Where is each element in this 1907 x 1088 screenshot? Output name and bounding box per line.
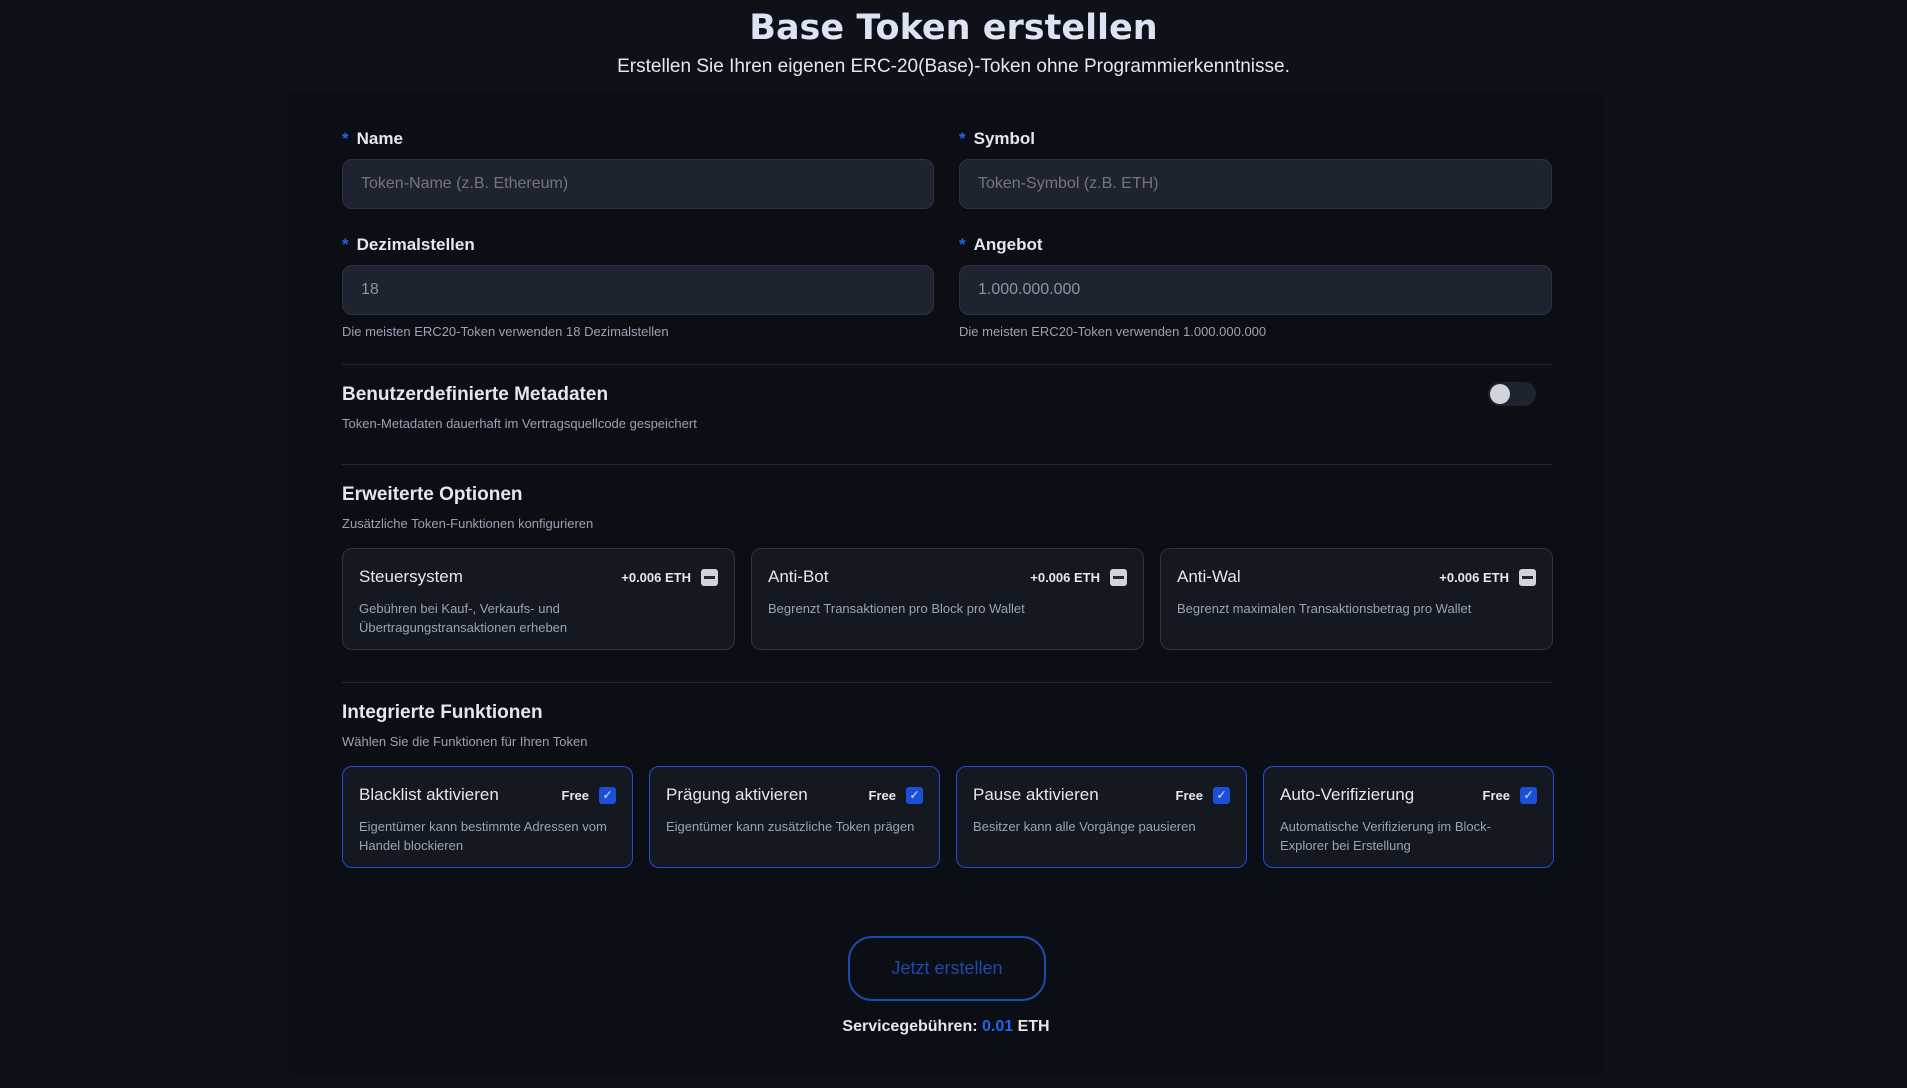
divider — [342, 464, 1552, 465]
metadata-toggle[interactable] — [1488, 382, 1536, 406]
symbol-label: * Symbol — [959, 129, 1036, 148]
option-price: Free — [1175, 787, 1203, 803]
feature-card[interactable]: Blacklist aktivieren Free ✓ Eigentümer kann… — [342, 766, 633, 868]
option-name: Steuersystem — [359, 567, 463, 586]
create-token-button[interactable]: Jetzt erstellen — [848, 936, 1046, 1001]
option-price: Free — [868, 787, 896, 803]
option-description: Automatische Verifizierung im Block-Expl… — [1280, 819, 1491, 853]
option-price: Free — [561, 787, 589, 803]
integrated-title: Integrierte Funktionen — [342, 702, 543, 723]
decimals-label: * Dezimalstellen — [342, 235, 475, 254]
checkbox-checked-icon[interactable]: ✓ — [1213, 786, 1230, 804]
token-form: *Name *Symbol *Dezimalstellen Die meiste… — [287, 91, 1605, 1076]
page-title: Base Token erstellen — [749, 8, 1158, 48]
toggle-knob — [1490, 384, 1510, 404]
symbol-input[interactable] — [959, 159, 1552, 209]
name-label: * Name — [342, 129, 403, 148]
supply-label: * Angebot — [959, 235, 1043, 254]
supply-hint: Die meisten ERC20-Token verwenden 1.000.… — [959, 324, 1267, 339]
integrated-subtitle: Wählen Sie die Funktionen für Ihren Toke… — [342, 734, 588, 749]
option-description: Eigentümer kann zusätzliche Token prägen — [666, 819, 915, 834]
option-description: Gebühren bei Kauf-, Verkaufs- und Übertr… — [359, 601, 568, 635]
option-description: Besitzer kann alle Vorgänge pausieren — [973, 819, 1196, 834]
option-card[interactable]: Anti-Bot +0.006 ETH Begrenzt Transaktionen… — [751, 548, 1144, 650]
option-name: Blacklist aktivieren — [359, 785, 499, 804]
feature-card[interactable]: Auto-Verifizierung Free ✓ Automatische Veri… — [1263, 766, 1554, 868]
option-price: +0.006 ETH — [1439, 569, 1509, 585]
decimals-hint: Die meisten ERC20-Token verwenden 18 Dez… — [342, 324, 669, 339]
option-price: Free — [1482, 787, 1510, 803]
checkbox-unchecked-icon[interactable] — [701, 568, 718, 586]
checkbox-checked-icon[interactable]: ✓ — [599, 786, 616, 804]
option-name: Prägung aktivieren — [666, 785, 808, 804]
option-card[interactable]: Anti-Wal +0.006 ETH Begrenzt maximalen Tra… — [1160, 548, 1553, 650]
metadata-subtitle: Token-Metadaten dauerhaft im Vertragsque… — [342, 416, 697, 431]
decimals-input[interactable] — [342, 265, 934, 315]
feature-card[interactable]: Prägung aktivieren Free ✓ Eigentümer kann z… — [649, 766, 940, 868]
option-description: Eigentümer kann bestimmte Adressen vom H… — [359, 819, 607, 853]
option-card[interactable]: Steuersystem +0.006 ETH Gebühren bei Kauf-… — [342, 548, 735, 650]
divider — [342, 364, 1552, 365]
option-description: Begrenzt maximalen Transaktionsbetrag pr… — [1177, 601, 1472, 616]
page-subtitle: Erstellen Sie Ihren eigenen ERC-20(Base)… — [617, 56, 1290, 77]
supply-input[interactable] — [959, 265, 1552, 315]
advanced-subtitle: Zusätzliche Token-Funktionen konfigurier… — [342, 516, 594, 531]
option-price: +0.006 ETH — [1030, 569, 1100, 585]
advanced-title: Erweiterte Optionen — [342, 484, 523, 505]
option-name: Anti-Wal — [1177, 567, 1241, 586]
checkbox-checked-icon[interactable]: ✓ — [906, 786, 923, 804]
option-price: +0.006 ETH — [621, 569, 691, 585]
name-input[interactable] — [342, 159, 934, 209]
option-name: Auto-Verifizierung — [1280, 785, 1415, 804]
checkbox-unchecked-icon[interactable] — [1519, 568, 1536, 586]
checkbox-unchecked-icon[interactable] — [1110, 568, 1127, 586]
feature-card[interactable]: Pause aktivieren Free ✓ Besitzer kann alle … — [956, 766, 1247, 868]
checkbox-checked-icon[interactable]: ✓ — [1520, 786, 1537, 804]
option-description: Begrenzt Transaktionen pro Block pro Wal… — [768, 601, 1025, 616]
option-name: Anti-Bot — [768, 567, 829, 586]
divider — [342, 682, 1552, 683]
option-name: Pause aktivieren — [973, 785, 1099, 804]
metadata-title: Benutzerdefinierte Metadaten — [342, 384, 609, 405]
service-fee: Servicegebühren: 0.01 ETH — [842, 1018, 1050, 1035]
